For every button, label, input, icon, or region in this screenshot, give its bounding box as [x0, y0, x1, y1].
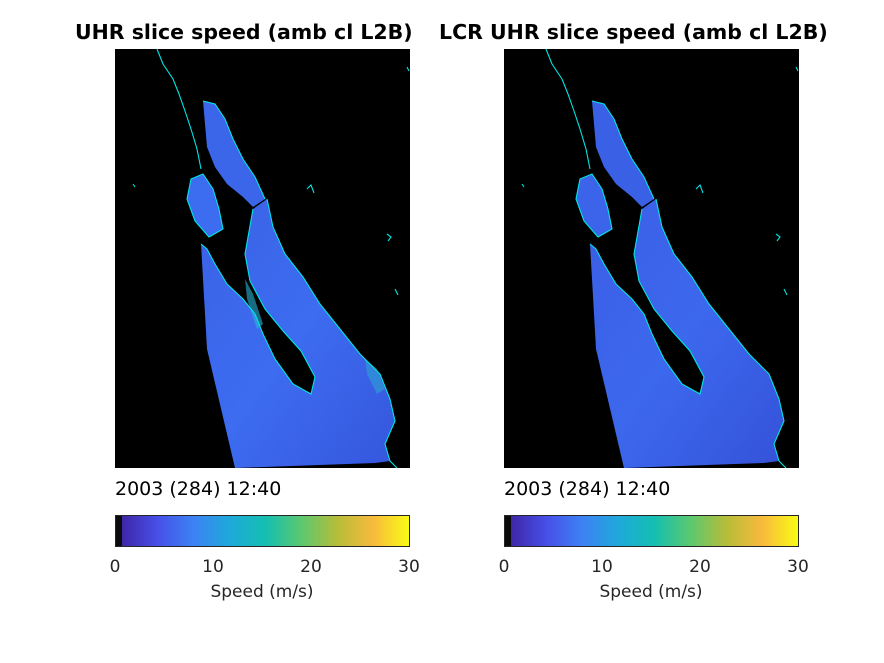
- colorbar-tick-label: 10: [202, 557, 224, 577]
- colorbar-tick-label: 30: [787, 557, 809, 577]
- timestamp: 2003 (284) 12:40: [504, 478, 671, 500]
- panel-title: UHR slice speed (amb cl L2B): [75, 20, 413, 44]
- speed-field-north: [203, 101, 265, 207]
- colorbar-label: Speed (m/s): [599, 582, 703, 602]
- speed-map-svg: [132, 49, 410, 468]
- panel-title: LCR UHR slice speed (amb cl L2B): [439, 20, 828, 44]
- colorbar-tick-label: 0: [109, 557, 121, 577]
- colorbar-tick-label: 20: [689, 557, 711, 577]
- colorbar: [115, 515, 410, 547]
- coastline: [132, 49, 410, 468]
- speed-field-small: [187, 174, 223, 237]
- speed-map-image: [504, 49, 799, 468]
- colorbar-tick-label: 10: [591, 557, 613, 577]
- colorbar-label: Speed (m/s): [210, 582, 314, 602]
- speed-map-svg: [521, 49, 799, 468]
- coastline: [521, 49, 799, 468]
- timestamp: 2003 (284) 12:40: [115, 478, 282, 500]
- panel-right: LCR UHR slice speed (amb cl L2B): [389, 0, 829, 663]
- speed-field-small: [576, 174, 612, 237]
- speed-map-image: [115, 49, 410, 468]
- speed-field: [201, 199, 395, 468]
- speed-field-north: [592, 101, 654, 207]
- colorbar-tick-label: 30: [398, 557, 420, 577]
- colorbar-tick-label: 0: [498, 557, 510, 577]
- colorbar: [504, 515, 799, 547]
- speed-field: [590, 199, 784, 468]
- panel-left: UHR slice speed (amb cl L2B): [0, 0, 440, 663]
- colorbar-tick-label: 20: [300, 557, 322, 577]
